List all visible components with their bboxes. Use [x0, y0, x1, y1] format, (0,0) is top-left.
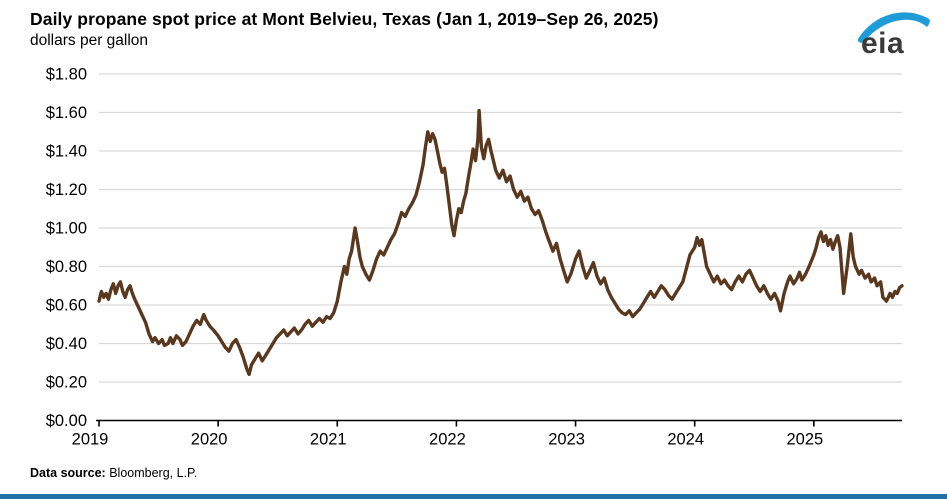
x-tick-label: 2021: [310, 431, 347, 449]
y-tick-label: $0.20: [46, 374, 87, 392]
y-tick-label: $1.20: [46, 181, 87, 199]
y-tick-label: $0.00: [46, 412, 87, 430]
price-line-chart: $0.00 $0.20 $0.40 $0.60 $0.80 $1.00 $1.20 $1.40…: [46, 66, 904, 449]
eia-logo-graphic: eia: [857, 12, 930, 60]
y-tick-label: $1.40: [46, 143, 87, 161]
y-tick-label: $0.80: [46, 258, 87, 276]
bottom-accent-bar: [0, 494, 947, 499]
eia-swoosh-icon: [857, 12, 930, 43]
y-tick-label: $1.60: [46, 104, 87, 122]
x-tick-label: 2020: [191, 431, 228, 449]
y-tick-label: $0.40: [46, 335, 87, 353]
x-tick-label: 2024: [667, 431, 704, 449]
y-tick-label: $1.80: [46, 66, 87, 84]
chart-header: Daily propane spot price at Mont Belvieu…: [30, 8, 659, 51]
chart-title: Daily propane spot price at Mont Belvieu…: [30, 9, 659, 29]
x-tick-label: 2019: [72, 431, 109, 449]
x-tick-label: 2025: [786, 431, 823, 449]
x-tick-label: 2022: [429, 431, 466, 449]
y-tick-label: $0.60: [46, 297, 87, 315]
y-tick-label: $1.00: [46, 220, 87, 238]
chart-subtitle: dollars per gallon: [30, 32, 149, 49]
source-label: Data source:: [30, 466, 106, 480]
eia-logo-text: eia: [861, 27, 904, 58]
source-note: Data source: Bloomberg, L.P.: [30, 466, 197, 480]
price-series-line: [97, 108, 904, 376]
x-tick-label: 2023: [548, 431, 585, 449]
eia-logo: eia: [855, 6, 933, 60]
source-value: Bloomberg, L.P.: [109, 466, 198, 480]
